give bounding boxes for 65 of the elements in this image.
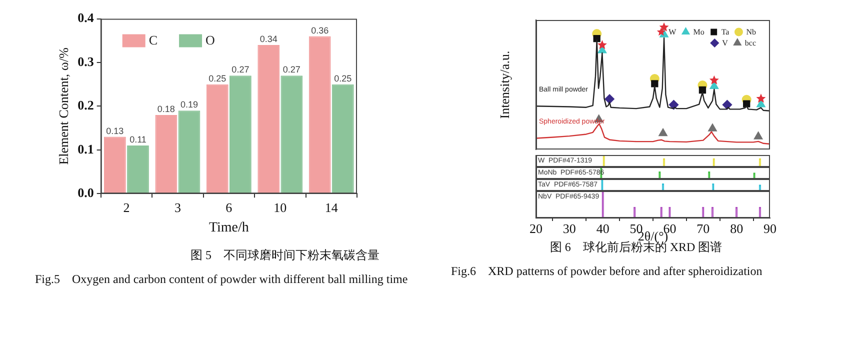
point [593,34,600,42]
data-label: 0.25 [334,73,352,84]
bar [258,45,280,194]
legend-label: V [722,38,728,48]
x-tick-label: 40 [596,221,610,236]
legend-label: O [206,32,215,48]
y-axis-title: Intensity/a.u. [497,50,512,119]
bar [104,136,126,194]
x-axis-title: Time/h [208,220,249,236]
x-tick-label: 80 [730,221,744,236]
bar [206,84,228,194]
point [597,40,607,50]
bar [178,110,200,194]
caption: 图 5 不同球磨时间下粉末氧碳含量 [190,247,380,264]
data-label: 0.25 [208,73,226,84]
data-label: 0.18 [157,104,175,114]
y-tick-label: 0.1 [78,141,94,156]
legend-label: Mo [693,28,704,37]
point [604,94,614,104]
point [659,22,669,32]
legend-label: Nb [746,28,756,37]
bar [127,146,149,194]
point [698,86,706,94]
x-tick-label: 3 [174,200,181,215]
bar [230,76,252,194]
legend-label: C [148,32,158,48]
caption: Fig.6 XRD patterns of powder before and after spheroidization [451,263,764,280]
bar [308,36,331,194]
legend-label: W [668,28,677,37]
point [709,75,719,84]
x-tick-label: 6 [226,200,233,215]
point [668,100,678,110]
point [754,132,763,140]
bar [332,84,354,194]
data-label: 0.11 [130,134,146,145]
point [756,100,766,108]
point [658,128,668,136]
x-tick-label: 70 [696,221,710,236]
point [651,80,658,88]
bar [155,114,178,194]
point [743,100,750,108]
x-tick-label: 90 [764,221,776,236]
x-tick-label: 20 [530,221,542,236]
x-tick-label: 30 [562,221,576,236]
data-label: 0.13 [106,126,124,136]
y-tick-label: 0.4 [78,10,94,26]
data-label: 0.27 [282,64,300,75]
point [722,100,732,110]
data-label: 0.27 [232,64,250,75]
data-label: 0.36 [311,25,329,36]
data-label: 0.19 [180,100,198,110]
legend-label: bcc [744,38,756,48]
data-label: 0.34 [260,34,278,44]
bar [280,76,303,194]
point [708,124,717,132]
y-tick-label: 0.3 [78,54,94,69]
point [756,94,766,103]
y-tick-label: 0.2 [78,98,94,113]
y-tick-label: 0.0 [78,184,94,200]
x-tick-label: 2 [123,200,130,215]
x-tick-label: 10 [274,200,287,215]
y-axis-title: Element Content, ω/% [56,47,72,165]
caption: Fig.5 Oxygen and carbon content of powder with different ball milling time [35,272,408,286]
legend-label: Ta [721,28,730,37]
x-tick-label: 14 [324,200,338,215]
